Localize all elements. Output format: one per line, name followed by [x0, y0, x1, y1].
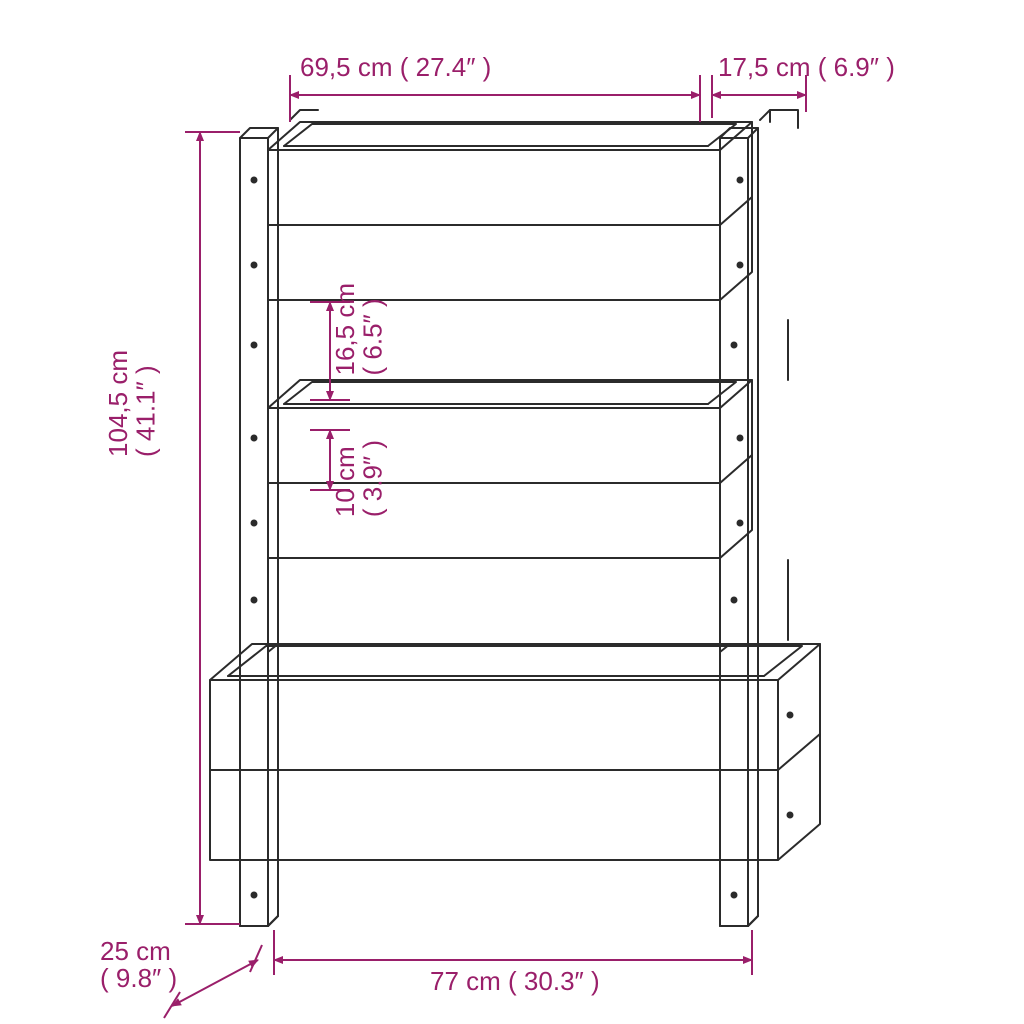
dim-height-total-in: ( 41.1″ ) — [132, 350, 159, 457]
dim-gap-upper-in: ( 6.5″ ) — [359, 283, 386, 376]
dim-depth-top-in: ( 6.9″ ) — [818, 52, 895, 82]
dim-gap-upper: 16,5 cm ( 6.5″ ) — [332, 283, 387, 376]
dim-gap-lower-cm: 10 cm — [332, 440, 359, 517]
dim-width-top-cm: 69,5 cm — [300, 52, 393, 82]
dim-gap-lower: 10 cm ( 3.9″ ) — [332, 440, 387, 517]
dim-depth-bottom-cm: 25 cm — [100, 938, 177, 965]
dim-height-total-cm: 104,5 cm — [105, 350, 132, 457]
diagram-stage: 69,5 cm ( 27.4″ ) 17,5 cm ( 6.9″ ) 104,5… — [0, 0, 1024, 1024]
dim-gap-upper-cm: 16,5 cm — [332, 283, 359, 376]
dim-depth-top-cm: 17,5 cm — [718, 52, 811, 82]
dim-height-total: 104,5 cm ( 41.1″ ) — [105, 350, 160, 457]
dimension-lines — [0, 0, 1024, 1024]
dim-width-top: 69,5 cm ( 27.4″ ) — [300, 54, 491, 81]
dim-width-bottom: 77 cm ( 30.3″ ) — [430, 968, 600, 995]
dim-depth-bottom-in: ( 9.8″ ) — [100, 965, 177, 992]
dim-width-bottom-in: ( 30.3″ ) — [508, 966, 600, 996]
dim-depth-top: 17,5 cm ( 6.9″ ) — [718, 54, 895, 81]
dim-gap-lower-in: ( 3.9″ ) — [359, 440, 386, 517]
dim-width-top-in: ( 27.4″ ) — [400, 52, 492, 82]
dim-depth-bottom: 25 cm ( 9.8″ ) — [100, 938, 177, 993]
dim-width-bottom-cm: 77 cm — [430, 966, 501, 996]
